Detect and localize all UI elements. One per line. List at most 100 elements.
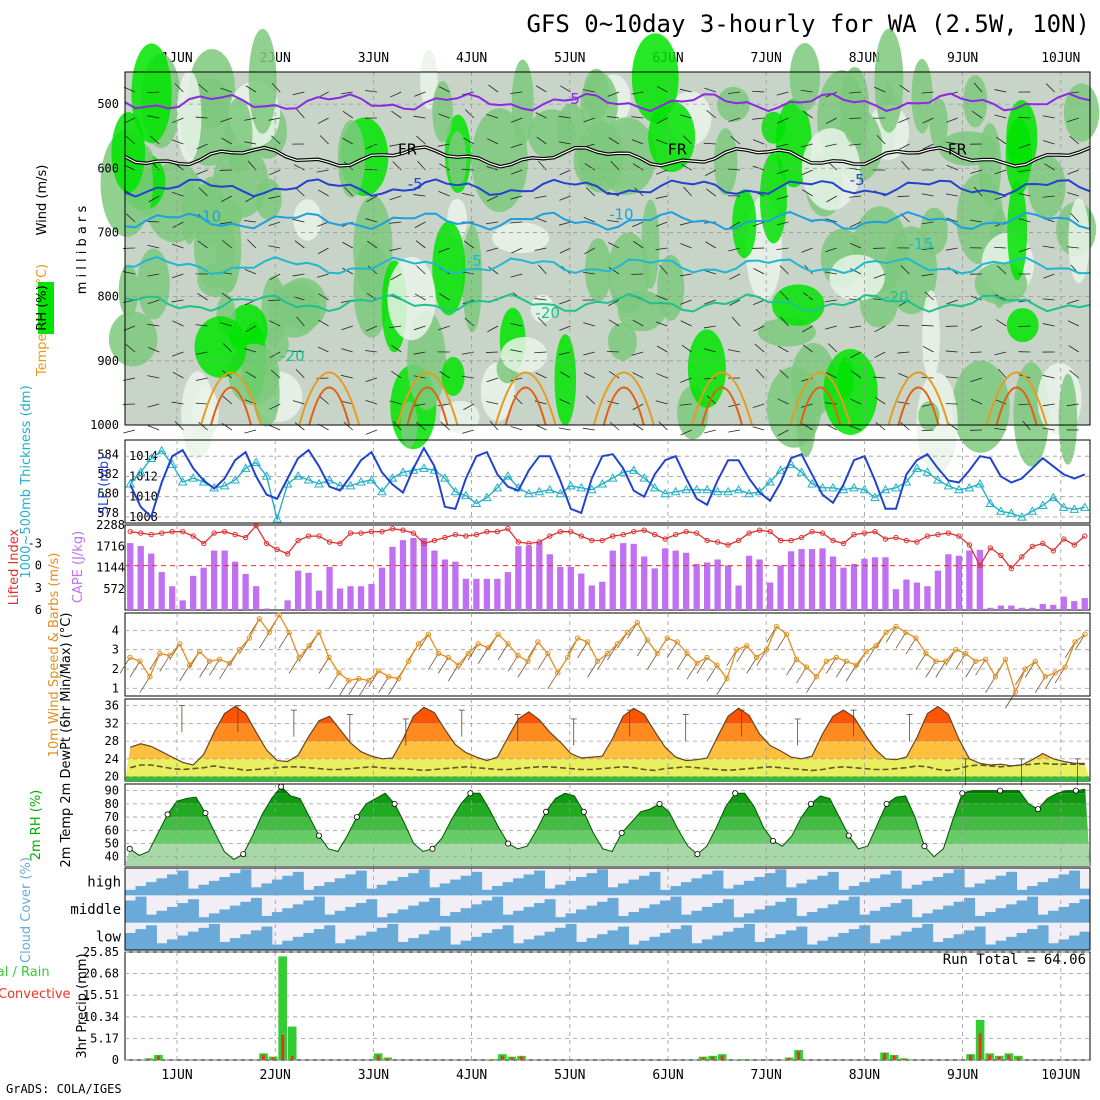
wind-barb — [874, 351, 886, 358]
wind-barb — [341, 374, 353, 379]
cloud-cell — [901, 888, 913, 896]
cape-bar — [148, 553, 155, 610]
wind-barb — [752, 426, 765, 431]
wind10-barb — [965, 661, 976, 678]
wind-barb — [560, 371, 571, 379]
thickness-point — [733, 484, 744, 494]
thickness-point — [1027, 506, 1038, 515]
wind-barb — [485, 351, 499, 353]
wind10-barb — [746, 657, 758, 674]
cloud-cell — [492, 886, 504, 896]
wind-barb — [776, 221, 789, 226]
cloud-cell — [680, 882, 692, 896]
wind10-barb — [1074, 634, 1086, 651]
precip-convective-bar — [500, 1055, 504, 1060]
wind-barb — [1018, 143, 1031, 149]
thickness-point — [356, 476, 366, 486]
bottom-date-label: 8JUN — [849, 1068, 880, 1083]
wind-barb — [292, 218, 305, 223]
cloud-cell — [922, 913, 934, 923]
lifted-index-point — [232, 531, 238, 538]
cape-bar — [473, 578, 480, 610]
cape-bar — [410, 537, 417, 610]
precip-tick-label: 15.51 — [83, 988, 119, 1002]
wind-barb — [607, 219, 620, 223]
rh2m-point — [391, 800, 398, 807]
rh-shade-cell — [580, 72, 618, 138]
rh-shade-cell — [212, 145, 269, 218]
cloud-cell — [597, 901, 608, 923]
precip-frame — [124, 951, 1091, 1061]
wind-barb — [656, 117, 668, 124]
wind-barb — [703, 325, 716, 329]
wind-barb — [608, 319, 620, 327]
precip-convective-bar — [720, 1055, 724, 1060]
wind-barb — [538, 264, 547, 275]
cloud-cell — [985, 912, 997, 923]
cape-bar — [231, 561, 239, 610]
wind-barb — [897, 401, 910, 405]
rh-shade-cell — [789, 42, 821, 112]
cloud-cell — [974, 926, 986, 950]
wind-barb — [1042, 245, 1055, 249]
wind10-barb — [258, 632, 270, 649]
thickness-point — [702, 484, 713, 494]
cloud-cell — [754, 909, 766, 923]
cloud-cell — [932, 877, 944, 896]
lifted-index-point — [809, 528, 815, 535]
thickness-point — [408, 465, 419, 474]
lifted-index-point — [945, 530, 952, 536]
bottom-date-label: 6JUN — [652, 1068, 683, 1083]
wind10-line — [129, 613, 1086, 694]
lifted-index-point — [148, 531, 154, 538]
cloud-cell — [324, 882, 336, 896]
wind-tick-label: 1 — [112, 681, 119, 695]
slp-tick-label: 1008 — [129, 510, 158, 524]
cloud-cell — [292, 904, 304, 923]
wind-barb — [683, 186, 692, 197]
wind-barb — [195, 402, 208, 405]
wind-barb — [946, 299, 958, 305]
wind10-point — [276, 612, 282, 618]
cloud-cell — [429, 897, 441, 923]
wind10-barb — [209, 659, 220, 676]
wind-barb — [244, 348, 257, 353]
cloud-cell — [397, 877, 409, 896]
rh-shade-cell — [911, 59, 933, 134]
wind-barb — [632, 319, 644, 327]
wind-barb — [438, 86, 450, 93]
rh-shade-cell — [527, 109, 576, 160]
wind-barb — [995, 319, 1007, 327]
cloud-cell — [712, 903, 724, 923]
wind-barb — [848, 117, 862, 119]
wind-barb — [147, 115, 160, 119]
cloud-cell — [701, 906, 713, 923]
wind-barb — [390, 91, 402, 98]
isotherm-line — [124, 256, 1091, 275]
cloud-cell — [125, 932, 136, 950]
wind10-barb — [955, 653, 966, 670]
cloud-cell — [565, 880, 577, 896]
cloud-level-label: middle — [70, 902, 121, 918]
cloud-cell — [754, 941, 766, 950]
wind-barb — [535, 112, 547, 119]
cloud-cell — [764, 905, 776, 923]
wind10-point — [833, 654, 840, 661]
rh2m-point — [315, 832, 322, 839]
cape-bar — [662, 548, 669, 610]
slp-frame — [124, 439, 1091, 524]
precip-convective-bar — [147, 1058, 151, 1060]
thickness-point — [440, 473, 450, 482]
wind-barb — [970, 398, 983, 405]
lifted-index-point — [557, 528, 563, 535]
wind-barb — [994, 114, 1007, 119]
wind-barb — [535, 372, 547, 379]
cloud-cell — [282, 940, 294, 950]
bottom-date-label: 1JUN — [161, 1068, 192, 1083]
cloud-cell — [240, 869, 252, 896]
cloud-cell — [1037, 882, 1049, 896]
cloud-cell — [628, 912, 640, 923]
wind-barb — [777, 398, 789, 405]
wind-barb — [389, 400, 402, 405]
wind-barb — [147, 347, 160, 353]
